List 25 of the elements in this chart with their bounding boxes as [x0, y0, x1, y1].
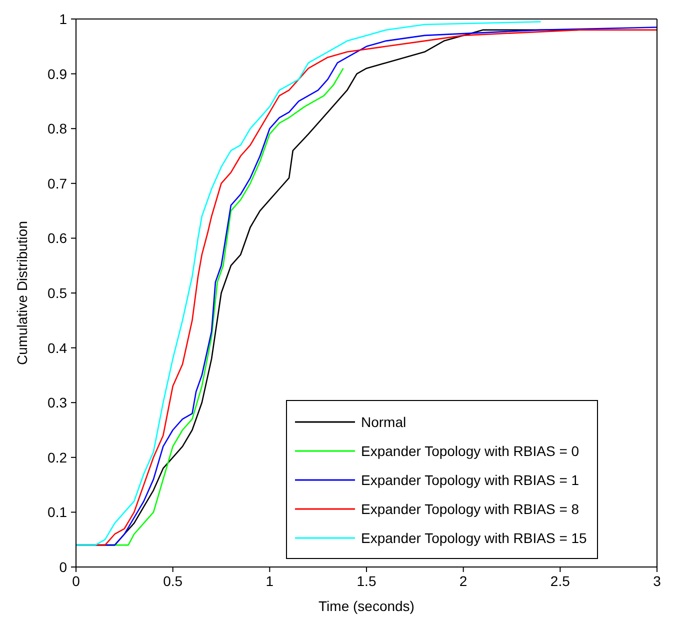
legend-label: Expander Topology with RBIAS = 1: [361, 472, 580, 488]
x-tick-label: 0: [72, 572, 80, 589]
legend-label: Normal: [361, 414, 406, 430]
x-tick-label: 2.5: [550, 572, 570, 589]
y-tick-label: 1: [59, 10, 68, 27]
legend-label: Expander Topology with RBIAS = 8: [361, 500, 580, 516]
y-tick-label: 0.6: [48, 230, 68, 246]
y-tick-label: 0.7: [48, 175, 68, 192]
y-tick-label: 0.8: [48, 120, 68, 137]
legend-label: Expander Topology with RBIAS = 15: [361, 530, 587, 546]
y-tick-label: 0.4: [48, 340, 68, 356]
x-tick-label: 1.5: [356, 572, 376, 589]
y-tick-label: 0: [59, 558, 68, 575]
y-axis-title: Cumulative Distribution: [14, 221, 30, 365]
y-tick-label: 0.5: [48, 284, 68, 301]
y-tick-label: 0.2: [48, 449, 68, 466]
x-tick-label: 3: [653, 572, 662, 589]
x-tick-label: 0.5: [163, 572, 183, 589]
y-tick-label: 0.9: [48, 66, 68, 82]
legend-label: Expander Topology with RBIAS = 0: [361, 442, 580, 458]
x-tick-label: 2: [459, 572, 468, 589]
y-tick-label: 0.1: [48, 504, 68, 520]
y-tick-label: 0.3: [48, 394, 68, 411]
x-tick-label: 1: [266, 572, 274, 589]
x-axis-title: Time (seconds): [318, 598, 414, 614]
